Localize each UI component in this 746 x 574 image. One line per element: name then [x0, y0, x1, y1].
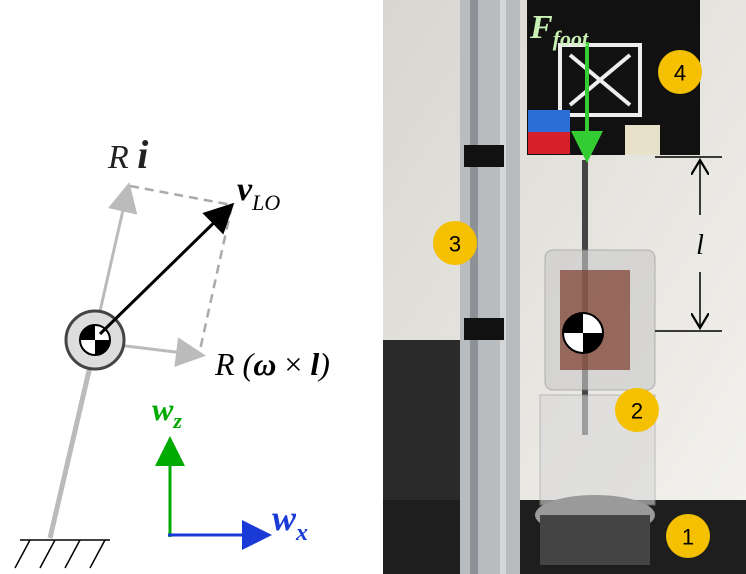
marker-badge: [658, 50, 702, 94]
r-i-label: R i: [107, 132, 148, 177]
v-lo-arrow: [98, 202, 235, 336]
marker-label: 1: [682, 525, 694, 550]
marker-badge: [666, 514, 710, 558]
marker-label: 2: [631, 399, 643, 424]
r-i-arrow: [96, 182, 138, 321]
com-symbol: [562, 312, 604, 354]
marker-label: 3: [449, 232, 461, 257]
photo: Ffoot l 1 2 3 4: [383, 0, 746, 574]
leg: [47, 357, 95, 539]
r-omega-arrow: [109, 337, 206, 367]
marker-label: 4: [674, 61, 686, 86]
r-omega-l-label: R (ω × l): [214, 346, 330, 382]
marker-badge: [615, 388, 659, 432]
marker-badge: [433, 221, 477, 265]
mechanics-diagram: R i vLO R (ω × l) wz wx: [14, 132, 330, 569]
ground-hatch: [14, 539, 106, 569]
dashed-parallelogram: [129, 184, 234, 351]
length-label: l: [696, 230, 704, 261]
v-lo-label: vLO: [237, 171, 280, 215]
wz-label: wz: [152, 391, 182, 433]
force-label: Ffoot: [529, 9, 589, 51]
wx-label: wx: [272, 498, 308, 546]
